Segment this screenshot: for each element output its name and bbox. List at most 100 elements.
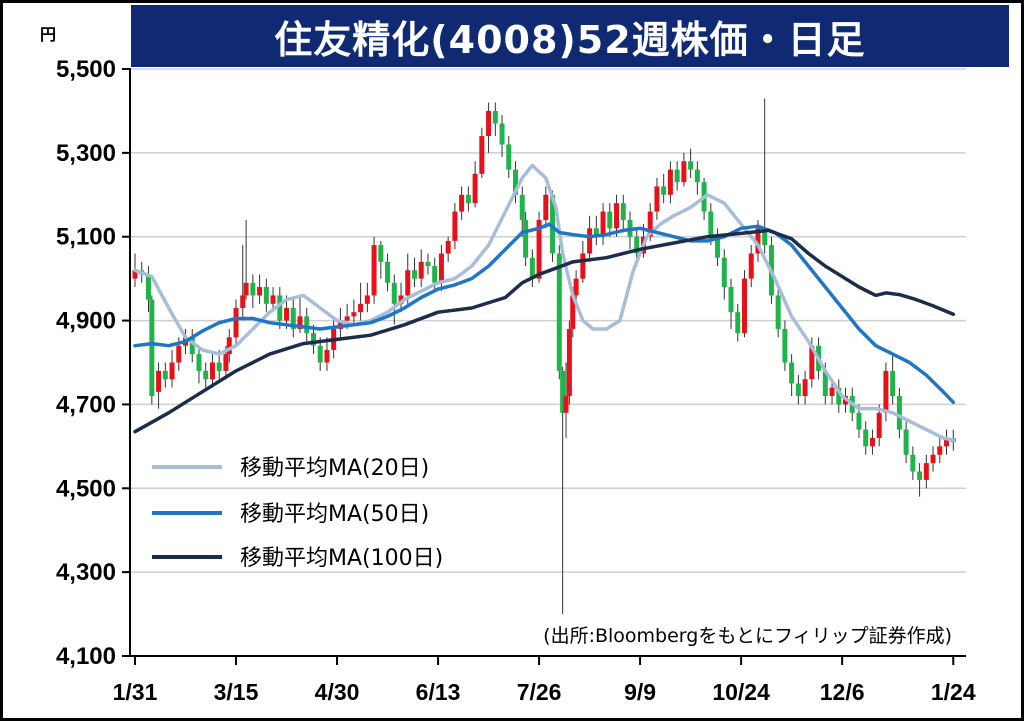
candle-down (425, 262, 430, 266)
candle-up (543, 195, 548, 220)
candle-up (446, 241, 451, 254)
candle-down (729, 287, 734, 312)
y-axis-ticks: 5,500 5,300 5,100 4,900 4,700 4,500 4,300 4,100 (56, 56, 130, 670)
candle-up (210, 363, 215, 380)
candle-down (688, 161, 693, 169)
x-axis-ticks: 1/31 3/15 4/30 6/13 7/26 9/9 10/24 12/6 1/24 (113, 656, 976, 705)
candle-up (580, 253, 585, 278)
ma-line-1 (135, 224, 953, 402)
candle-up (284, 308, 289, 321)
candle-up (473, 174, 478, 203)
candle-up (924, 463, 929, 480)
candle-up (459, 195, 464, 212)
candle-up (614, 203, 619, 228)
candle-down (890, 371, 895, 396)
y-tick-label: 5,100 (56, 224, 116, 251)
candle-down (722, 258, 727, 287)
candle-down (621, 203, 626, 220)
candle-up (587, 228, 592, 253)
candle-up (803, 379, 808, 396)
candle-down (163, 371, 168, 379)
y-tick-label: 4,700 (56, 391, 116, 418)
candle-up (365, 295, 370, 303)
y-tick-label: 4,900 (56, 308, 116, 335)
candle-up (176, 346, 181, 363)
candle-down (708, 212, 713, 237)
y-tick-label: 5,300 (56, 140, 116, 167)
candle-down (523, 220, 528, 258)
candle-up (156, 371, 161, 392)
candle-up (170, 363, 175, 380)
candle-down (432, 266, 437, 283)
candle-down (250, 283, 255, 296)
candle-up (668, 170, 673, 195)
candle-down (904, 430, 909, 455)
legend-label-ma50: 移動平均MA(50日) (240, 502, 429, 527)
candle-up (883, 371, 888, 413)
candle-down (789, 363, 794, 384)
candle-up (257, 287, 262, 295)
candle-up (931, 455, 936, 463)
x-tick-label: 10/24 (712, 679, 770, 705)
candle-up (742, 279, 747, 334)
candle-down (910, 455, 915, 472)
candle-up (870, 438, 875, 446)
candle-up (240, 295, 245, 308)
candle-down (675, 170, 680, 183)
candle-up (574, 279, 579, 296)
y-tick-label: 4,300 (56, 559, 116, 586)
candle-down (897, 396, 902, 430)
candle-down (520, 195, 525, 220)
candle-down (917, 472, 922, 480)
candle-up (654, 186, 659, 211)
candle-up (486, 111, 491, 136)
legend-label-ma100: 移動平均MA(100日) (240, 546, 443, 571)
candle-down (412, 270, 417, 278)
candle-up (479, 136, 484, 174)
candle-up (567, 329, 572, 396)
x-tick-label: 7/26 (517, 679, 562, 705)
candle-down (264, 287, 269, 304)
candle-down (661, 186, 666, 194)
x-tick-label: 4/30 (315, 679, 360, 705)
ma-line-2 (135, 230, 953, 431)
candle-down (466, 195, 471, 203)
candle-down (856, 413, 861, 430)
candle-down (776, 295, 781, 329)
x-tick-label: 1/31 (113, 679, 158, 705)
candle-up (452, 212, 457, 241)
y-tick-label: 5,500 (56, 56, 116, 83)
candle-up (345, 316, 350, 320)
candle-down (203, 371, 208, 379)
candle-up (564, 396, 569, 413)
candle-down (217, 363, 222, 371)
candle-up (749, 253, 754, 278)
candle-up (351, 312, 356, 316)
candle-up (244, 283, 249, 296)
candle-up (601, 212, 606, 237)
candle-down (378, 245, 383, 262)
candle-down (304, 316, 309, 333)
candle-down (735, 312, 740, 333)
y-tick-label: 4,100 (56, 643, 116, 670)
x-tick-label: 9/9 (624, 679, 656, 705)
candle-down (318, 346, 323, 363)
y-tick-label: 4,500 (56, 475, 116, 502)
candle-up (439, 253, 444, 282)
source-note: (出所:Bloombergをもとにフィリップ証券作成) (543, 625, 952, 647)
x-tick-label: 6/13 (416, 679, 461, 705)
candle-down (796, 383, 801, 396)
candle-down (506, 144, 511, 169)
candle-down (385, 262, 390, 283)
candle-down (863, 430, 868, 447)
legend: 移動平均MA(20日) 移動平均MA(50日) 移動平均MA(100日) (152, 456, 443, 571)
candle-up (937, 446, 942, 454)
candle-down (493, 111, 498, 124)
candle-down (149, 300, 154, 396)
candle-up (358, 304, 363, 312)
candle-up (372, 245, 377, 295)
candle-up (681, 161, 686, 182)
candle-down (607, 212, 612, 229)
candle-down (196, 354, 201, 371)
